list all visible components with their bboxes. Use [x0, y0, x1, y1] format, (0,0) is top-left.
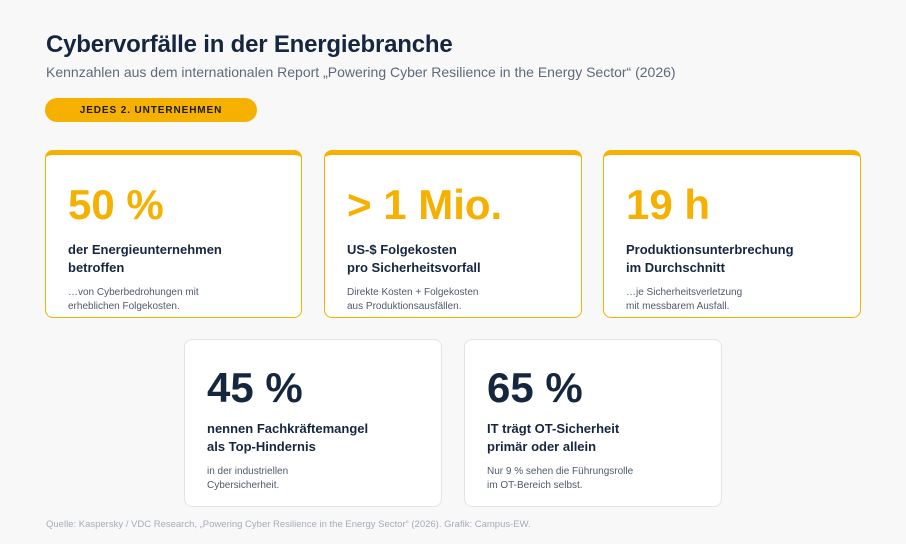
- stat-label: nennen Fachkräftemangel als Top-Hinderni…: [207, 421, 369, 454]
- stat-label: IT trägt OT-Sicherheit primär oder allei…: [487, 421, 620, 454]
- stat-value: 19 h: [626, 181, 711, 228]
- stat-note: Nur 9 % sehen die Führungsrolle im OT-Be…: [487, 466, 634, 491]
- stat-note: Direkte Kosten + Folgekosten aus Produkt…: [347, 287, 479, 312]
- source-footnote: Quelle: Kaspersky / VDC Research, „Power…: [46, 519, 531, 530]
- stat-value: > 1 Mio.: [347, 181, 503, 228]
- stat-card-it-ot-security: 65 % IT trägt OT-Sicherheit primär oder …: [464, 339, 722, 507]
- stat-note: in der industriellen Cybersicherheit.: [207, 466, 289, 491]
- stat-card-downtime: 19 h Produktionsunterbrechung im Durchsc…: [603, 150, 861, 318]
- stat-card-skills-shortage: 45 % nennen Fachkräftemangel als Top-Hin…: [184, 339, 442, 507]
- stat-value: 65 %: [487, 364, 583, 411]
- stat-card-costs: > 1 Mio. US-$ Folgekosten pro Sicherheit…: [324, 150, 582, 318]
- stat-label: Produktionsunterbrechung im Durchschnitt: [626, 242, 794, 275]
- stat-note: …je Sicherheitsverletzung mit messbarem …: [626, 287, 743, 312]
- page-subtitle: Kennzahlen aus dem internationalen Repor…: [46, 64, 676, 80]
- highlight-badge: JEDES 2. UNTERNEHMEN: [45, 98, 257, 122]
- stat-note: …von Cyberbedrohungen mit erheblichen Fo…: [68, 287, 199, 312]
- stat-value: 45 %: [207, 364, 303, 411]
- stat-label: US-$ Folgekosten pro Sicherheitsvorfall: [347, 242, 481, 275]
- stat-card-affected: 50 % der Energieunternehmen betroffen …v…: [45, 150, 302, 318]
- stat-value: 50 %: [68, 181, 164, 228]
- page-title: Cybervorfälle in der Energiebranche: [46, 31, 453, 58]
- stat-label: der Energieunternehmen betroffen: [68, 242, 222, 275]
